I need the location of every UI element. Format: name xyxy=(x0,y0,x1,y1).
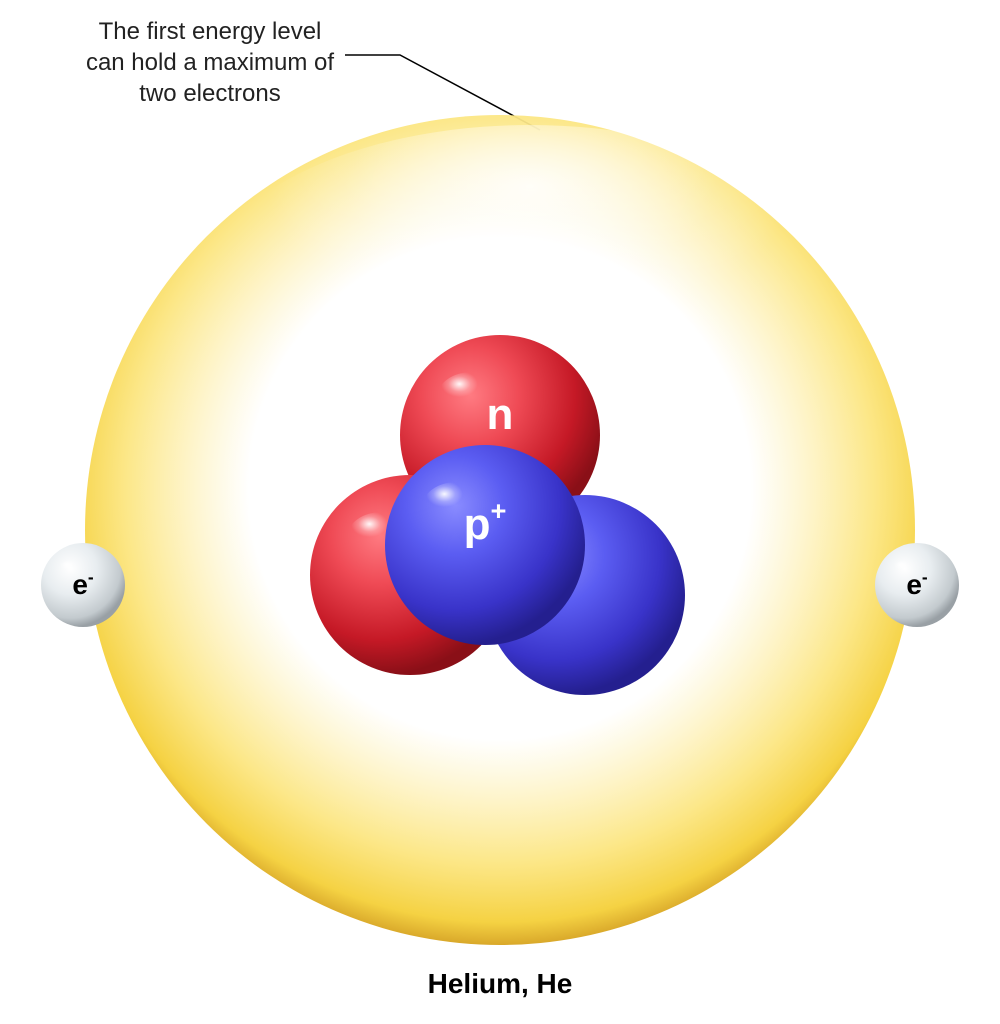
electron-sphere: e- xyxy=(875,543,959,627)
electron-sphere: e- xyxy=(41,543,125,627)
element-title: Helium, He xyxy=(0,968,1000,1000)
neutron-sphere-label: n xyxy=(487,390,514,439)
proton-sphere: p+ xyxy=(385,445,585,645)
atom-diagram: n p+ e-e- xyxy=(30,85,970,965)
